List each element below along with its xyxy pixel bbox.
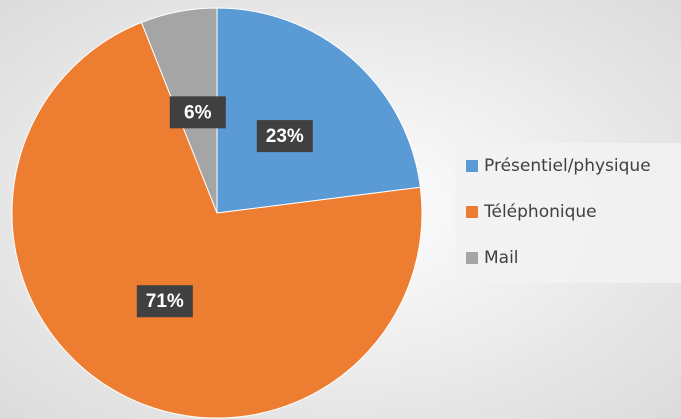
data-label: 71% [146, 291, 184, 312]
legend-label: Mail [484, 248, 519, 268]
data-label-box [136, 285, 193, 318]
data-label: 23% [266, 126, 304, 147]
legend-swatch [466, 160, 478, 172]
legend-box [455, 143, 681, 283]
data-label-box [256, 120, 313, 153]
legend-swatch [466, 206, 478, 218]
data-label: 6% [184, 102, 212, 123]
pie-slice [216, 7, 421, 214]
pie-slice [11, 21, 423, 419]
legend-label: Téléphonique [483, 202, 597, 222]
legend-swatch [466, 252, 478, 264]
legend-label: Présentiel/physique [484, 156, 651, 176]
data-label-box [169, 96, 226, 129]
